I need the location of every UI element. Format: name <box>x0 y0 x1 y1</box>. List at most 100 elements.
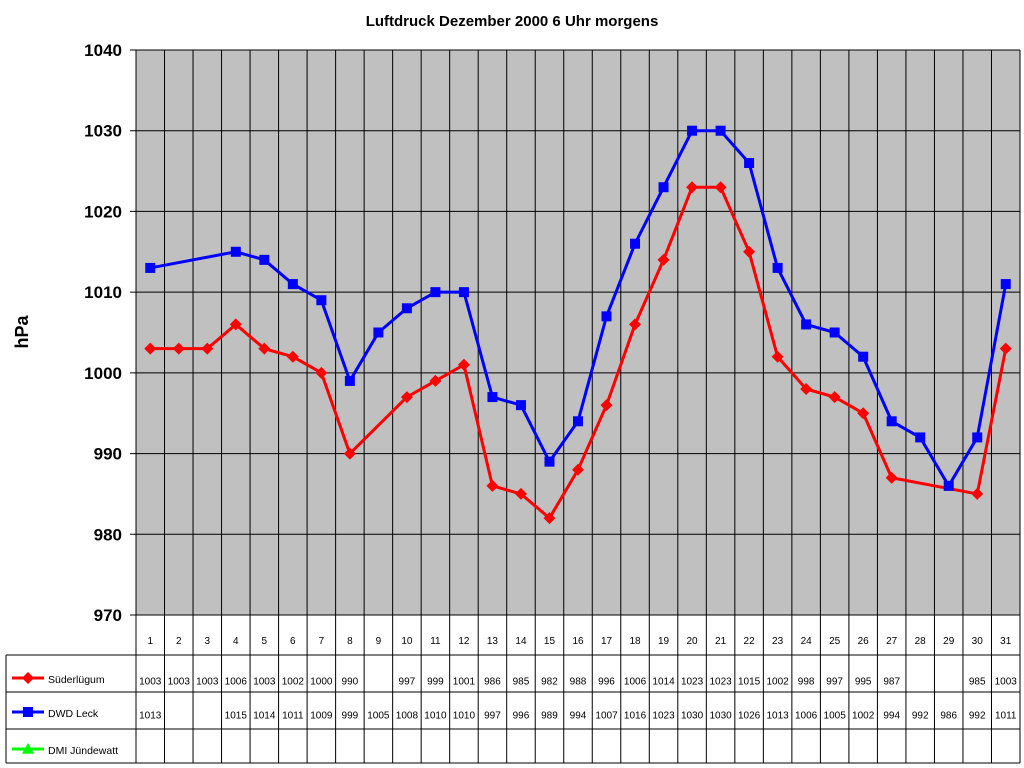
table-cell: 1015 <box>738 677 761 688</box>
data-point <box>487 392 498 403</box>
table-cell: 1023 <box>709 677 732 688</box>
table-cell: 1005 <box>367 711 390 722</box>
table-cell: 1023 <box>652 711 675 722</box>
table-cell: 1010 <box>424 711 447 722</box>
x-tick-label: 15 <box>544 636 556 647</box>
table-cell: 997 <box>484 711 501 722</box>
data-point <box>743 245 756 258</box>
x-tick-label: 19 <box>658 636 670 647</box>
x-tick-label: 23 <box>772 636 784 647</box>
x-tick-label: 18 <box>629 636 641 647</box>
x-tick-label: 13 <box>487 636 499 647</box>
table-cell: 992 <box>912 711 929 722</box>
series-2 <box>145 125 1011 491</box>
x-tick-label: 17 <box>601 636 613 647</box>
y-tick-label: 1020 <box>84 202 122 221</box>
y-tick-label: 1040 <box>84 41 122 60</box>
x-tick-label: 12 <box>458 636 470 647</box>
table-cell: 996 <box>513 711 530 722</box>
data-point <box>686 181 699 194</box>
data-point <box>601 311 612 322</box>
x-tick-label: 22 <box>744 636 756 647</box>
data-point <box>714 181 727 194</box>
table-cell: 997 <box>826 677 843 688</box>
table-cell: 1013 <box>139 711 162 722</box>
y-tick-label: 970 <box>94 606 122 625</box>
table-cell: 982 <box>541 677 558 688</box>
data-point <box>229 318 242 331</box>
table-cell: 1009 <box>310 711 333 722</box>
data-point <box>259 254 270 265</box>
data-point <box>144 342 157 355</box>
data-point <box>230 246 241 257</box>
legend-label: DWD Leck <box>48 708 99 720</box>
table-cell: 1003 <box>139 677 162 688</box>
data-point <box>430 287 441 298</box>
table-cell: 1002 <box>282 677 305 688</box>
data-point <box>857 407 870 420</box>
table-cell: 1000 <box>310 677 333 688</box>
x-tick-label: 5 <box>262 636 268 647</box>
x-tick-label: 27 <box>886 636 898 647</box>
table-cell: 999 <box>427 677 444 688</box>
data-point <box>828 391 841 404</box>
x-tick-label: 3 <box>205 636 211 647</box>
table-cell: 1002 <box>852 711 875 722</box>
data-point <box>885 471 898 484</box>
table-cell: 985 <box>969 677 986 688</box>
y-axis-label: hPa <box>12 315 32 349</box>
data-point <box>573 416 583 427</box>
table-cell: 990 <box>342 677 359 688</box>
x-tick-label: 2 <box>176 636 182 647</box>
data-point <box>658 182 669 193</box>
table-cell: 1003 <box>253 677 276 688</box>
x-tick-label: 20 <box>687 636 699 647</box>
data-point <box>829 327 840 338</box>
data-point <box>972 432 983 443</box>
data-point <box>343 447 356 460</box>
x-tick-label: 10 <box>401 636 413 647</box>
x-tick-label: 16 <box>572 636 584 647</box>
table-cell: 998 <box>798 677 815 688</box>
table-cell: 1016 <box>624 711 647 722</box>
data-point <box>429 374 442 387</box>
data-point <box>544 456 555 467</box>
data-point <box>1000 279 1011 290</box>
data-point <box>971 487 984 500</box>
data-point <box>801 319 812 330</box>
x-tick-label: 26 <box>858 636 870 647</box>
x-tick-label: 21 <box>715 636 727 647</box>
plot-area <box>136 50 1020 615</box>
data-point <box>687 125 698 136</box>
legend-label: DMI Jündewatt <box>48 745 118 757</box>
table-cell: 1011 <box>282 711 304 722</box>
table-cell: 1003 <box>995 677 1018 688</box>
data-point <box>744 158 755 168</box>
series-line <box>150 185 1008 520</box>
legend-label: Süderlügum <box>48 674 105 686</box>
table-cell: 996 <box>598 677 615 688</box>
table-cell: 997 <box>399 677 416 688</box>
data-point <box>373 327 384 338</box>
data-point <box>400 391 413 404</box>
data-point <box>316 295 327 306</box>
grid-lines <box>130 49 1021 763</box>
table-cell: 1006 <box>624 677 647 688</box>
table-cell: 987 <box>883 677 900 688</box>
table-cell: 985 <box>513 677 530 688</box>
data-point <box>401 303 412 314</box>
table-cell: 994 <box>883 711 900 722</box>
table-cell: 986 <box>484 677 501 688</box>
data-point <box>771 350 784 363</box>
data-point <box>315 366 328 379</box>
legend-key-marker <box>22 672 34 684</box>
table-cell: 1023 <box>681 677 704 688</box>
data-point <box>600 399 613 412</box>
y-tick-label: 990 <box>94 445 122 464</box>
data-point <box>172 342 185 355</box>
legend-key-marker <box>23 707 33 717</box>
data-point <box>886 416 897 427</box>
table-cell: 1003 <box>168 677 191 688</box>
data-point <box>515 400 526 411</box>
